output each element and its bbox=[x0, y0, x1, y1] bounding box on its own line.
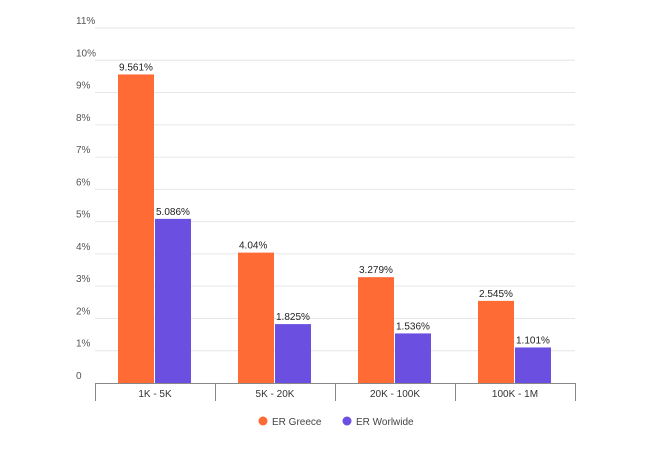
bar-er-greece bbox=[358, 277, 394, 383]
data-labels: 9.561% 5.086% 4.04% 1.825% 3.279% 1.536% 2.545… bbox=[119, 62, 550, 346]
y-tick-label: 0 bbox=[76, 371, 82, 382]
x-tick-label: 5K - 20K bbox=[256, 389, 295, 400]
data-label: 9.561% bbox=[119, 62, 153, 73]
bar-er-greece bbox=[478, 300, 514, 383]
data-label: 5.086% bbox=[156, 207, 190, 218]
legend-label: ER Greece bbox=[272, 417, 322, 428]
bar-er-worldwide bbox=[275, 324, 311, 383]
data-label: 2.545% bbox=[479, 289, 513, 300]
y-tick-label: 6% bbox=[76, 177, 91, 188]
legend-marker bbox=[258, 416, 268, 426]
y-tick-label: 2% bbox=[76, 306, 91, 317]
y-axis-ticks: 0 1% 2% 3% 4% 5% 6% 7% 8% 9% 10% 11% bbox=[76, 16, 96, 382]
legend-marker bbox=[342, 416, 352, 426]
y-tick-label: 9% bbox=[76, 81, 91, 92]
y-tick-label: 7% bbox=[76, 145, 91, 156]
x-axis: 1K - 5K 5K - 20K 20K - 100K 100K - 1M bbox=[95, 383, 576, 401]
data-label: 1.825% bbox=[276, 312, 310, 323]
y-tick-label: 3% bbox=[76, 274, 91, 285]
legend-label: ER Worlwide bbox=[356, 417, 414, 428]
x-tick-label: 100K - 1M bbox=[492, 389, 538, 400]
bar-er-worldwide bbox=[155, 218, 191, 383]
y-tick-label: 4% bbox=[76, 242, 91, 253]
data-label: 4.04% bbox=[239, 241, 267, 252]
y-tick-label: 1% bbox=[76, 339, 91, 350]
y-tick-label: 10% bbox=[76, 48, 96, 59]
x-tick-label: 20K - 100K bbox=[370, 389, 420, 400]
y-tick-label: 5% bbox=[76, 210, 91, 221]
bar-er-worldwide bbox=[395, 333, 431, 383]
bars bbox=[118, 74, 551, 383]
bar-er-worldwide bbox=[515, 347, 551, 383]
y-tick-label: 11% bbox=[76, 16, 95, 27]
bar-er-greece bbox=[238, 252, 274, 383]
data-label: 1.101% bbox=[516, 335, 550, 346]
legend: ER Greece ER Worlwide bbox=[258, 416, 414, 428]
y-tick-label: 8% bbox=[76, 113, 91, 124]
data-label: 1.536% bbox=[396, 321, 430, 332]
data-label: 3.279% bbox=[359, 265, 393, 276]
bar-er-greece bbox=[118, 74, 154, 383]
x-tick-label: 1K - 5K bbox=[138, 389, 172, 400]
